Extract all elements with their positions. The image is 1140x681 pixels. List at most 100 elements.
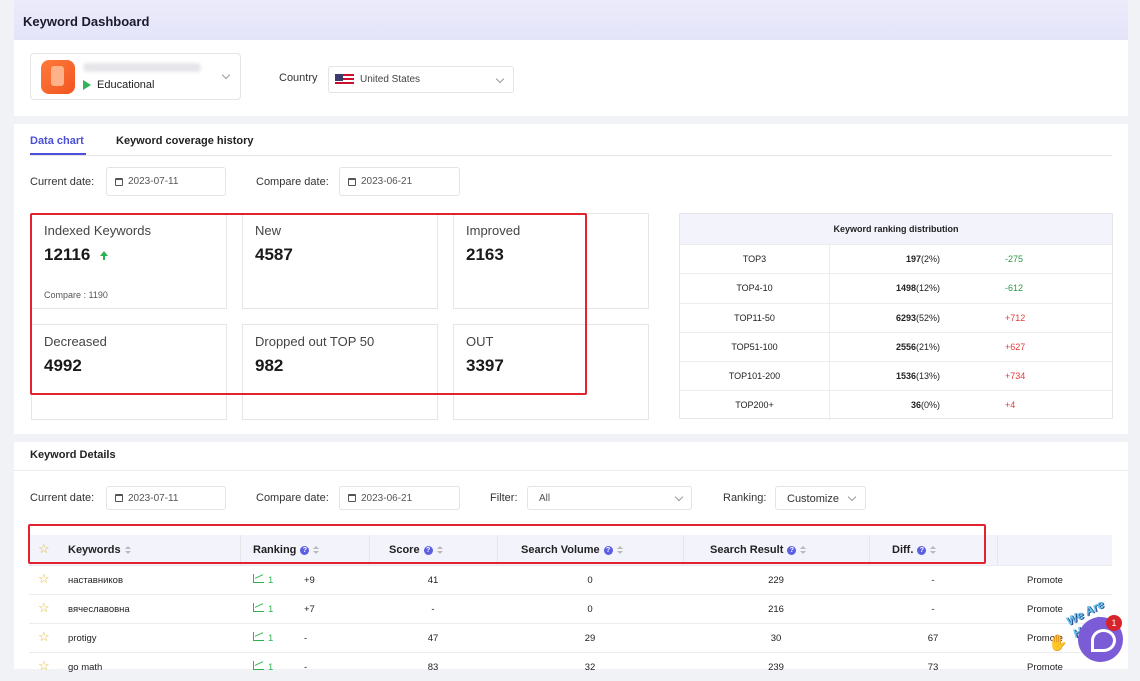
help-icon: ?: [787, 546, 797, 555]
calendar-icon: [115, 178, 123, 186]
highlight-box: [30, 213, 587, 395]
column-divider: [497, 535, 498, 565]
sort-icon: [313, 546, 320, 554]
chat-notification-badge: 1: [1106, 615, 1122, 631]
distribution-change: +734: [1005, 371, 1026, 382]
diff-cell: -: [931, 604, 935, 615]
tab-data-chart[interactable]: Data chart: [30, 135, 84, 147]
trend-chart-icon[interactable]: [253, 632, 264, 641]
filter-select[interactable]: All: [527, 486, 692, 510]
calendar-icon: [348, 178, 356, 186]
star-icon[interactable]: ☆: [38, 658, 50, 673]
column-divider: [369, 535, 370, 565]
column-header-ranking[interactable]: Ranking?: [253, 544, 320, 556]
stat-dropped-out-top50: Dropped out TOP 50 982: [242, 324, 438, 420]
star-icon[interactable]: ☆: [38, 629, 50, 644]
trend-chart-icon[interactable]: [253, 603, 264, 612]
promote-link[interactable]: Promote: [1027, 575, 1063, 586]
column-divider: [997, 535, 998, 565]
sort-icon: [800, 546, 807, 554]
current-date-label: Current date:: [30, 176, 95, 188]
help-icon: ?: [603, 546, 613, 555]
distribution-count: 1536(13%): [830, 362, 940, 391]
current-date-value: 2023-07-11: [128, 493, 179, 504]
keyword-cell: наставников: [68, 575, 124, 586]
column-divider: [240, 535, 241, 565]
table-row[interactable]: ☆ наставников 1 +9 41 0 229 - Promote: [29, 565, 1112, 594]
stat-label: Decreased: [44, 334, 107, 349]
google-play-icon: [83, 80, 91, 90]
chevron-down-icon: [221, 70, 231, 80]
search-result-cell: 229: [768, 575, 784, 586]
current-date-input[interactable]: 2023-07-11: [106, 486, 226, 510]
search-volume-cell: 0: [587, 575, 593, 586]
column-header-keywords[interactable]: Keywords: [68, 544, 131, 556]
keyword-cell: go math: [68, 662, 103, 673]
page-title: Keyword Dashboard: [23, 14, 150, 29]
promote-link[interactable]: Promote: [1027, 604, 1063, 615]
score-cell: -: [431, 604, 435, 615]
table-row[interactable]: ☆ go math 1 - 83 32 239 73 Promote: [29, 652, 1112, 681]
data-chart-card: Data chart Keyword coverage history Curr…: [14, 124, 1128, 434]
rank-change-cell: -: [304, 662, 308, 673]
sort-icon: [616, 546, 623, 554]
distribution-range: TOP3: [680, 245, 830, 274]
table-row[interactable]: ☆ вячеславовна 1 +7 - 0 216 - Promote: [29, 594, 1112, 623]
rank-cell: 1: [268, 575, 274, 586]
promote-link[interactable]: Promote: [1027, 662, 1063, 673]
trend-chart-icon[interactable]: [253, 574, 264, 583]
count-value: 1498: [895, 283, 916, 294]
search-volume-cell: 29: [584, 633, 596, 644]
current-date-value: 2023-07-11: [128, 176, 179, 187]
rank-cell: 1: [268, 604, 274, 615]
promote-link[interactable]: Promote: [1027, 633, 1063, 644]
current-date-label: Current date:: [30, 492, 95, 504]
table-row[interactable]: ☆ protigy 1 - 47 29 30 67 Promote: [29, 623, 1112, 652]
help-icon: ?: [300, 546, 310, 555]
distribution-row: TOP3 197(2%) -275: [680, 244, 1112, 274]
chevron-down-icon: [847, 492, 857, 502]
search-result-cell: 30: [770, 633, 782, 644]
score-cell: 83: [427, 662, 439, 673]
star-icon[interactable]: ☆: [38, 600, 50, 615]
country-value: United States: [360, 74, 421, 85]
column-header-search-result[interactable]: Search Result?: [710, 544, 807, 556]
compare-date-input[interactable]: 2023-06-21: [339, 167, 460, 196]
column-header-score[interactable]: Score?: [389, 544, 443, 556]
current-date-input[interactable]: 2023-07-11: [106, 167, 226, 196]
score-cell: 41: [427, 575, 439, 586]
column-label: Keywords: [68, 544, 121, 556]
search-volume-cell: 0: [587, 604, 593, 615]
chevron-down-icon: [674, 492, 684, 502]
star-icon[interactable]: ☆: [38, 571, 50, 586]
app-icon: [41, 60, 75, 94]
app-selector[interactable]: Educational: [30, 53, 241, 100]
count-value: 197: [905, 254, 921, 264]
dashboard-header: Keyword Dashboard: [14, 0, 1128, 40]
column-header-search-volume[interactable]: Search Volume?: [521, 544, 623, 556]
rank-cell: 1: [268, 662, 274, 673]
column-header-diff[interactable]: Diff.?: [892, 544, 937, 556]
column-divider: [869, 535, 870, 565]
compare-date-label: Compare date:: [256, 176, 329, 188]
country-select[interactable]: United States: [328, 66, 514, 93]
stat-label: Improved: [466, 223, 521, 238]
distribution-count: 2556(21%): [830, 333, 940, 362]
tab-keyword-coverage-history[interactable]: Keyword coverage history: [116, 135, 254, 147]
stat-label: Dropped out TOP 50: [255, 334, 375, 349]
compare-date-input[interactable]: 2023-06-21: [339, 486, 460, 510]
distribution-range: TOP4-10: [680, 274, 830, 303]
stat-label: New: [255, 223, 282, 238]
filter-label: Filter:: [490, 492, 518, 504]
diff-cell: 67: [927, 633, 939, 644]
filter-value: All: [539, 493, 551, 504]
keyword-cell: вячеславовна: [68, 604, 130, 615]
count-value: 36: [910, 400, 921, 411]
star-icon[interactable]: ☆: [38, 541, 50, 556]
distribution-change: -612: [1005, 283, 1024, 294]
highlight-box: [28, 524, 986, 564]
stat-value: 982: [255, 356, 284, 375]
ranking-select[interactable]: Customize: [775, 486, 866, 510]
count-value: 1536: [895, 371, 916, 382]
distribution-title: Keyword ranking distribution: [680, 214, 1112, 244]
